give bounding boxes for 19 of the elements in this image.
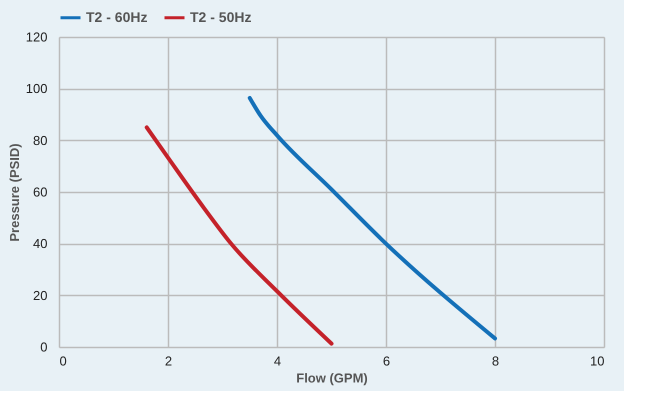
y-tick-label: 0: [40, 340, 48, 354]
y-tick-label: 60: [33, 184, 48, 200]
line-series: [144, 125, 334, 346]
x-tick-label: 4: [274, 354, 282, 368]
line-series: [248, 96, 497, 340]
y-tick-label: 100: [26, 81, 48, 96]
x-axis-title: Flow (GPM): [296, 370, 368, 386]
legend-label: T2 - 60Hz: [86, 8, 148, 25]
x-tick-label: 10: [590, 354, 604, 368]
y-tick-label: 80: [33, 132, 48, 148]
y-tick-label: 40: [33, 236, 48, 252]
legend-label: T2 - 50Hz: [190, 8, 252, 25]
x-tick-label: 6: [382, 354, 390, 368]
y-tick-label: 120: [26, 30, 48, 44]
x-tick-label: 2: [164, 354, 172, 368]
y-tick-label: 20: [33, 288, 48, 303]
x-tick-label: 0: [60, 354, 67, 368]
y-axis-title: Pressure (PSID): [6, 143, 22, 242]
x-tick-label: 8: [492, 354, 500, 368]
